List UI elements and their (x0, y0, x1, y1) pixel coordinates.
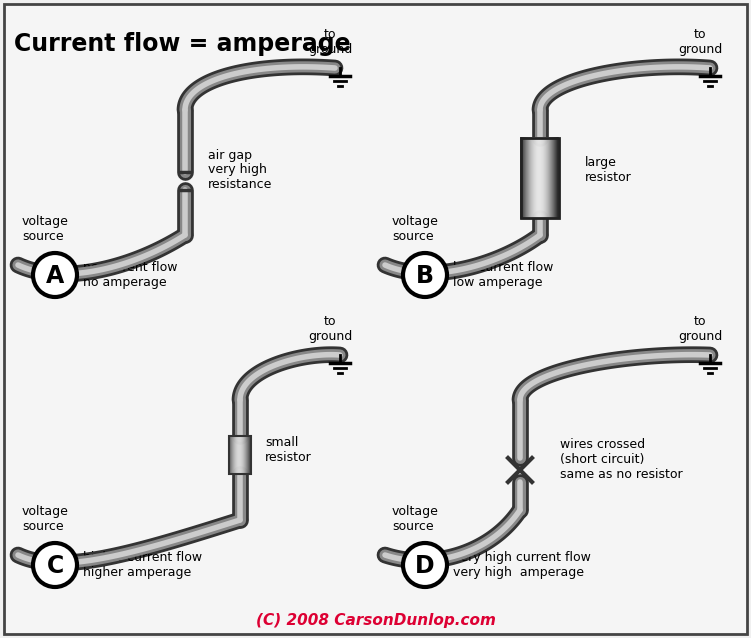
Text: voltage
source: voltage source (392, 215, 439, 243)
Text: to
ground: to ground (678, 315, 722, 343)
Text: (C) 2008 CarsonDunlop.com: (C) 2008 CarsonDunlop.com (256, 612, 496, 628)
Bar (229, 436, 251, 474)
Text: voltage
source: voltage source (22, 215, 69, 243)
Bar (521, 138, 559, 218)
Text: wires crossed
(short circuit)
same as no resistor: wires crossed (short circuit) same as no… (560, 438, 683, 482)
Circle shape (403, 253, 447, 297)
Circle shape (33, 543, 77, 587)
Text: low current flow
low amperage: low current flow low amperage (453, 261, 553, 289)
Text: C: C (47, 554, 64, 578)
Text: B: B (416, 264, 434, 288)
Text: D: D (415, 554, 435, 578)
Text: A: A (46, 264, 64, 288)
Text: to
ground: to ground (308, 28, 352, 56)
Text: large
resistor: large resistor (585, 156, 632, 184)
Circle shape (403, 543, 447, 587)
Text: Current flow = amperage: Current flow = amperage (14, 32, 351, 56)
Text: air gap
very high
resistance: air gap very high resistance (208, 149, 273, 191)
Text: higher current flow
higher amperage: higher current flow higher amperage (83, 551, 202, 579)
Text: small
resistor: small resistor (265, 436, 312, 464)
Text: voltage
source: voltage source (22, 505, 69, 533)
Text: to
ground: to ground (678, 28, 722, 56)
Circle shape (33, 253, 77, 297)
Text: voltage
source: voltage source (392, 505, 439, 533)
Text: to
ground: to ground (308, 315, 352, 343)
Text: very high current flow
very high  amperage: very high current flow very high amperag… (453, 551, 591, 579)
Text: no current flow
no amperage: no current flow no amperage (83, 261, 177, 289)
